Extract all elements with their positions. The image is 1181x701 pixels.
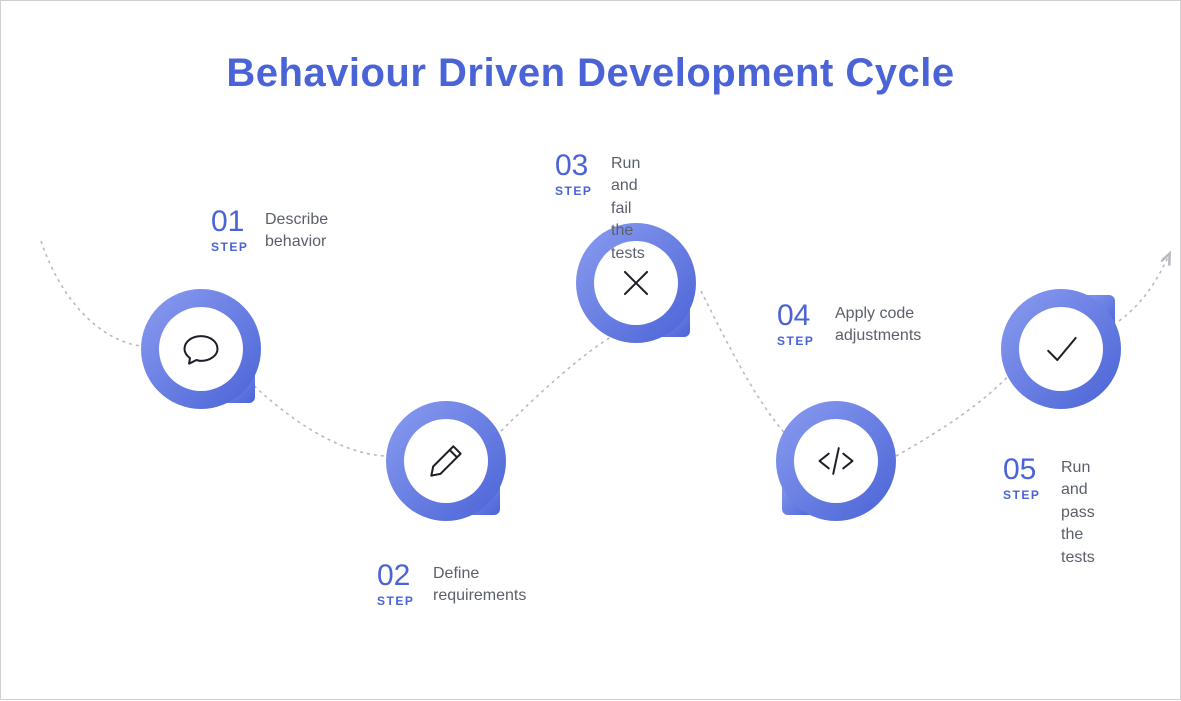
step-number: 03 — [555, 151, 592, 181]
connector-path — [501, 336, 613, 431]
step-label-02: 02STEPDefine requirements — [377, 561, 414, 607]
step-number: 04 — [777, 301, 814, 331]
step-description: Describe behavior — [265, 209, 328, 254]
step-description: Run and pass the tests — [1061, 457, 1095, 569]
step-label-05: 05STEPRun and pass the tests — [1003, 455, 1040, 501]
step-word: STEP — [1003, 489, 1040, 501]
step-description: Run and fail the tests — [611, 153, 645, 265]
medallion — [386, 401, 506, 521]
medallion — [141, 289, 261, 409]
step-node-04 — [776, 401, 896, 521]
step-number: 02 — [377, 561, 414, 591]
connector-path — [41, 241, 141, 346]
step-label-01: 01STEPDescribe behavior — [211, 207, 248, 253]
x-icon — [614, 261, 658, 305]
step-node-01 — [141, 289, 261, 409]
step-node-02 — [386, 401, 506, 521]
step-label-04: 04STEPApply code adjustments — [777, 301, 814, 347]
connector-path — [896, 371, 1013, 456]
title-text: Behaviour Driven Development Cycle — [226, 51, 954, 95]
connector-path — [1119, 255, 1169, 321]
step-word: STEP — [211, 241, 248, 253]
step-description: Apply code adjustments — [835, 303, 921, 348]
connector-path — [249, 381, 389, 456]
step-description: Define requirements — [433, 563, 526, 608]
check-icon — [1039, 327, 1083, 371]
step-number: 05 — [1003, 455, 1040, 485]
step-number: 01 — [211, 207, 248, 237]
step-node-05 — [1001, 289, 1121, 409]
step-word: STEP — [377, 595, 414, 607]
step-word: STEP — [555, 185, 592, 197]
step-word: STEP — [777, 335, 814, 347]
code-icon — [814, 439, 858, 483]
pencil-icon — [424, 439, 468, 483]
medallion — [776, 401, 896, 521]
medallion-inner — [404, 419, 488, 503]
medallion-inner — [794, 419, 878, 503]
speech-icon — [179, 327, 223, 371]
step-label-03: 03STEPRun and fail the tests — [555, 151, 592, 197]
medallion — [1001, 289, 1121, 409]
medallion-inner — [1019, 307, 1103, 391]
page-title: Behaviour Driven Development Cycle — [1, 51, 1180, 96]
medallion-inner — [159, 307, 243, 391]
